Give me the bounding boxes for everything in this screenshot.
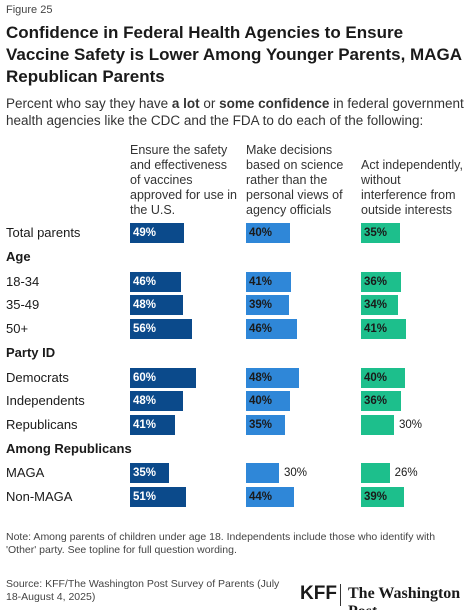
bar <box>361 223 400 243</box>
value-label: 35% <box>364 227 388 239</box>
column-header: Make decisions based on science rather t… <box>246 143 344 217</box>
bar <box>130 368 196 388</box>
bar <box>246 272 292 292</box>
subtitle-text: or <box>199 96 220 111</box>
row-label: Total parents <box>6 225 81 240</box>
chart-subtitle: Percent who say they have a lot or some … <box>6 95 468 129</box>
bar <box>130 295 183 315</box>
bar <box>130 319 192 339</box>
bar <box>246 319 297 339</box>
subtitle-emphasis: some confidence <box>219 96 330 111</box>
value-label: 35% <box>133 467 157 479</box>
bar <box>130 223 184 243</box>
bar <box>361 272 401 292</box>
row-label: 50+ <box>6 321 29 336</box>
bar <box>130 487 187 507</box>
row-label: Republicans <box>6 417 78 432</box>
value-label: 26% <box>394 467 418 479</box>
value-label: 35% <box>249 419 273 431</box>
value-label: 41% <box>133 419 157 431</box>
bar <box>130 391 183 411</box>
bar <box>246 295 289 315</box>
row-label: MAGA <box>6 465 45 480</box>
bar <box>246 368 299 388</box>
group-header: Among Republicans <box>6 441 132 456</box>
logo-separator <box>340 584 341 606</box>
bar <box>361 319 407 339</box>
value-label: 41% <box>249 276 273 288</box>
note: Note: Among parents of children under ag… <box>6 531 436 556</box>
value-label: 40% <box>249 395 273 407</box>
bar <box>246 415 285 435</box>
subtitle-emphasis: a lot <box>171 96 200 111</box>
chart-title: Confidence in Federal Health Agencies to… <box>6 23 462 86</box>
row-label: Independents <box>6 393 85 408</box>
value-label: 44% <box>249 491 273 503</box>
value-label: 46% <box>249 323 273 335</box>
value-label: 40% <box>364 372 388 384</box>
subtitle-text: Percent who say they have <box>6 96 172 111</box>
column-header: Act independently, without interference … <box>361 158 463 217</box>
row-label: Democrats <box>6 370 69 385</box>
value-label: 60% <box>133 372 157 384</box>
bar <box>246 391 290 411</box>
value-label: 30% <box>284 467 308 479</box>
value-label: 36% <box>364 395 388 407</box>
value-label: 39% <box>249 299 273 311</box>
source: Source: KFF/The Washington Post Survey o… <box>6 578 280 603</box>
value-label: 30% <box>399 419 423 431</box>
bar <box>361 368 405 388</box>
bar <box>361 391 401 411</box>
row-label: 18-34 <box>6 274 40 289</box>
group-header: Age <box>6 249 31 264</box>
value-label: 48% <box>133 299 157 311</box>
bar <box>246 487 295 507</box>
value-label: 36% <box>364 276 388 288</box>
logo: KFF <box>300 583 337 604</box>
value-label: 51% <box>133 491 157 503</box>
value-label: 48% <box>133 395 157 407</box>
bar <box>361 295 399 315</box>
column-header: Ensure the safety and effectiveness of v… <box>130 143 238 217</box>
bar <box>246 223 290 243</box>
value-label: 48% <box>249 372 273 384</box>
value-label: 34% <box>364 299 388 311</box>
bar <box>246 463 279 483</box>
bar <box>130 415 176 435</box>
bar <box>361 415 394 435</box>
group-header: Party ID <box>6 345 56 360</box>
bar <box>130 272 181 292</box>
bar <box>361 487 404 507</box>
value-label: 41% <box>364 323 388 335</box>
value-label: 56% <box>133 323 157 335</box>
row-label: 35-49 <box>6 297 40 312</box>
subtitle-text: in federal government health agencies li… <box>6 96 464 128</box>
bar <box>361 463 390 483</box>
figure-label: Figure 25 <box>6 4 53 16</box>
row-label: Non-MAGA <box>6 489 73 504</box>
value-label: 46% <box>133 276 157 288</box>
logo: The Washington Post <box>348 585 461 610</box>
value-label: 40% <box>249 227 273 239</box>
bar <box>130 463 169 483</box>
value-label: 39% <box>364 491 388 503</box>
value-label: 49% <box>133 227 157 239</box>
